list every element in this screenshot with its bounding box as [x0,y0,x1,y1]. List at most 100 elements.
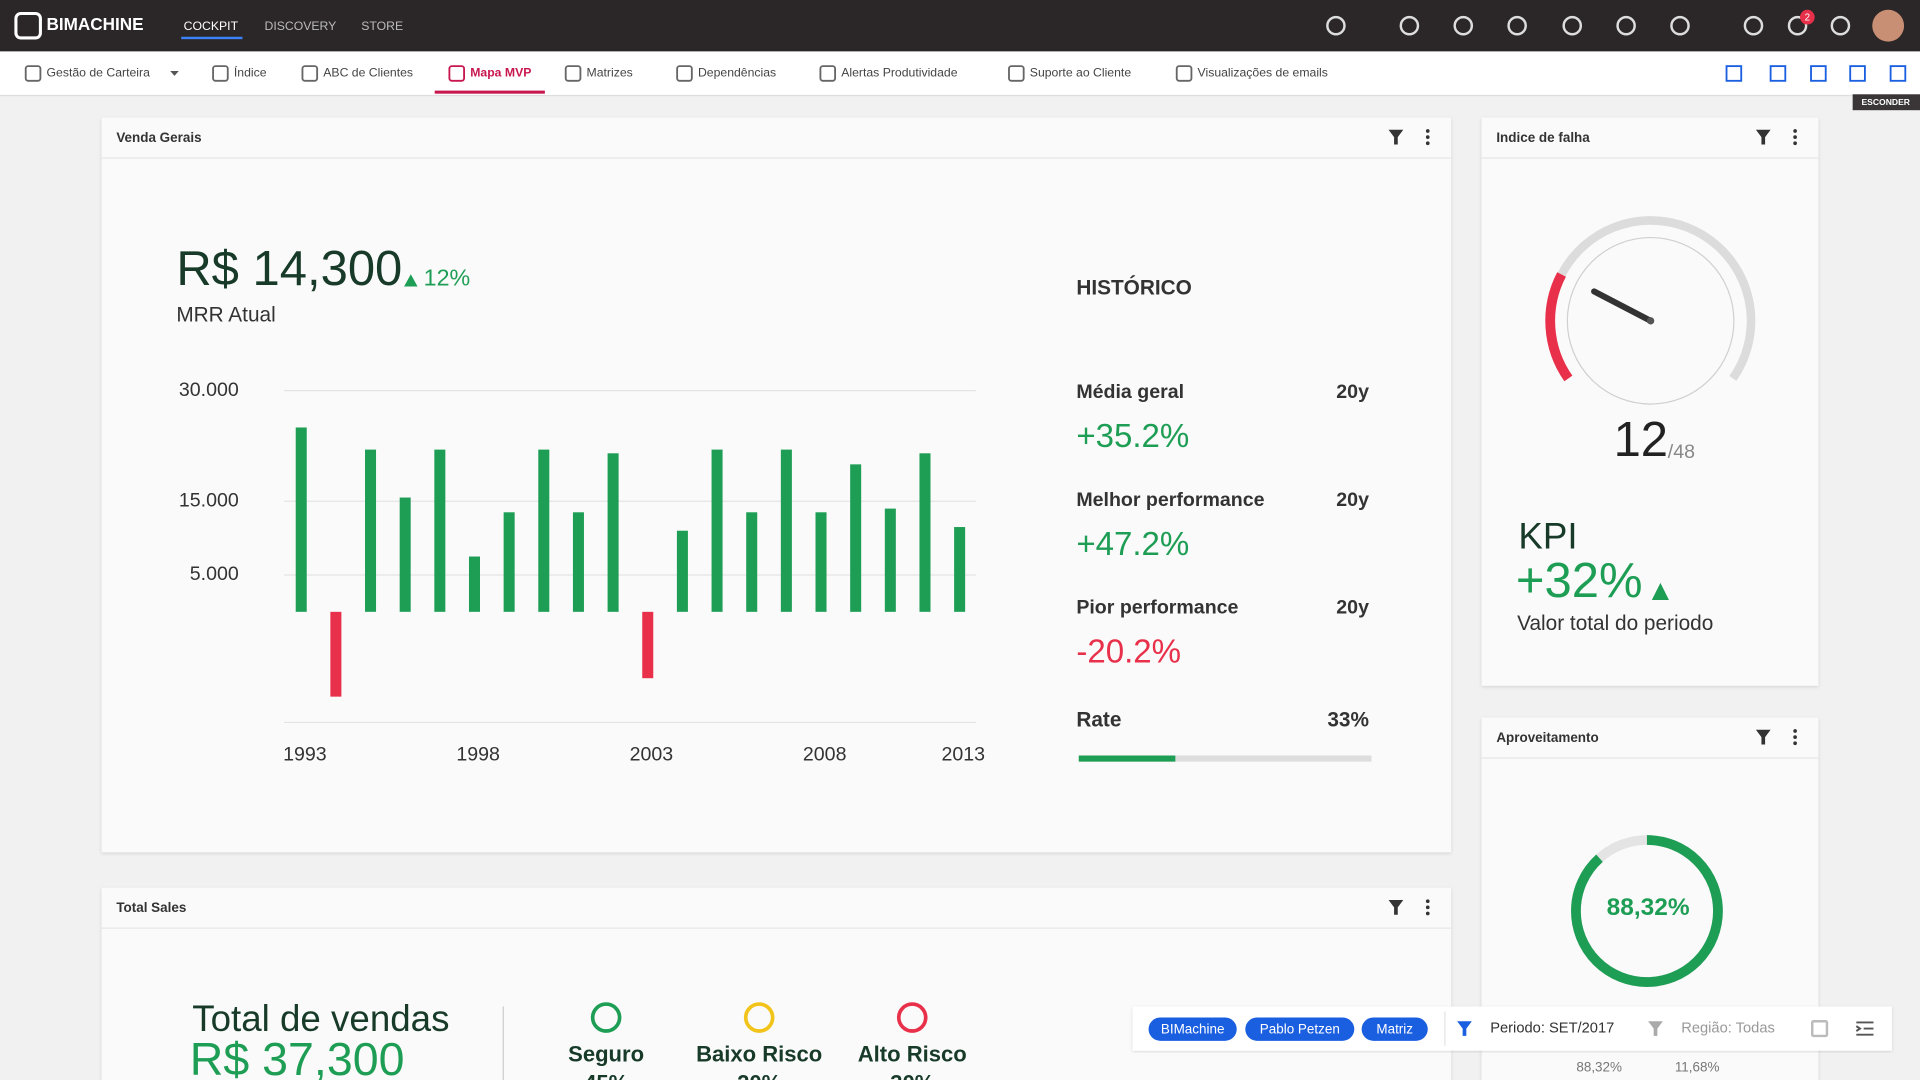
donut-arc [1571,835,1723,987]
filter-icon[interactable] [1388,900,1404,915]
tab-icon[interactable] [448,65,466,82]
menu-dot[interactable] [1425,905,1430,910]
notification-count: 2 [1805,12,1810,23]
tab[interactable]: Dependências [698,66,776,80]
bar [884,508,896,612]
tab[interactable]: Visualizações de emails [1198,66,1328,80]
filter-chip[interactable] [1148,1017,1237,1041]
hide-label[interactable]: ESCONDER [1861,97,1910,107]
toolbar-icon[interactable] [1849,65,1866,82]
tab-icon[interactable] [1008,65,1025,82]
history-period: 20y [1336,381,1369,403]
tab[interactable]: Alertas Produtividade [841,66,957,80]
filter-chip-label[interactable]: Matriz [1376,1021,1413,1036]
tab-icon[interactable] [676,65,693,82]
bar [365,449,377,612]
save-icon[interactable] [1811,1020,1829,1038]
toolbar-icon[interactable] [1830,15,1851,36]
filter-chip-label[interactable]: BIMachine [1161,1021,1225,1036]
toolbar-icon[interactable] [1810,65,1827,82]
bar [642,611,654,679]
risk-pct: 45% [584,1071,629,1080]
tab-icon[interactable] [24,65,42,82]
toolbar-icon[interactable] [1616,15,1636,36]
menu-dot[interactable] [1425,135,1430,139]
toolbar-icon[interactable] [1399,15,1420,36]
gauge-value: 12 [1614,413,1668,467]
tab-icon[interactable] [564,65,582,82]
risk-label: Alto Risco [858,1041,967,1066]
history-value: +35.2% [1076,418,1189,455]
bar [815,512,827,612]
mrr-change: 12% [424,264,471,290]
gauge-needle [1591,288,1654,324]
filter-chip-label[interactable]: Pablo Petzen [1260,1021,1340,1036]
menu-dot[interactable] [1425,141,1430,146]
donut-legend: 11,68% [1675,1059,1720,1074]
tab-icon[interactable] [212,65,229,82]
toolbar-icon[interactable] [1743,15,1764,36]
tab-icon[interactable] [1175,65,1193,82]
menu-dot[interactable] [1793,741,1797,746]
nav-item[interactable]: COCKPIT [184,19,239,33]
filter-icon[interactable] [1755,129,1771,145]
risk-pct: 20% [737,1071,782,1080]
x-tick-label: 1993 [283,744,327,766]
toolbar-icon[interactable] [1507,15,1527,36]
menu-dot[interactable] [1793,735,1797,739]
bar [711,449,723,612]
filter-icon[interactable] [1388,129,1404,145]
bar [330,611,342,697]
menu-icon[interactable] [1855,1021,1874,1036]
menu-dot[interactable] [1793,729,1797,733]
risk-icon [590,1002,622,1033]
region-filter[interactable]: Região: Todas [1681,1020,1775,1036]
rate-value: 33% [1327,709,1369,732]
toolbar-icon[interactable] [1889,65,1907,82]
menu-dot[interactable] [1425,899,1430,904]
logo-icon [14,11,42,40]
toolbar-icon[interactable] [1453,15,1474,36]
history-value: +47.2% [1076,526,1189,563]
card-title: Total Sales [116,900,186,915]
logo: BIMACHINE [47,14,144,34]
tab[interactable]: Índice [234,65,267,80]
notification-badge [1800,9,1815,25]
nav-item[interactable]: STORE [361,19,403,33]
caret [170,71,179,76]
menu-dot[interactable] [1793,129,1797,133]
menu-dot[interactable] [1425,129,1430,133]
gauge-value-arc [1545,272,1573,382]
menu-dot[interactable] [1425,911,1430,916]
tab[interactable]: Gestão de Carteira [47,66,151,80]
tab[interactable]: Suporte ao Cliente [1030,66,1132,80]
bar [399,497,411,612]
toolbar-icon[interactable] [1787,15,1808,36]
bar [746,512,758,612]
tab[interactable]: Matrizes [587,66,633,80]
tab-icon[interactable] [301,65,319,82]
up-arrow [404,274,418,287]
nav-item[interactable]: DISCOVERY [264,19,336,33]
tab[interactable]: Mapa MVP [470,66,531,80]
toolbar-icon[interactable] [1769,65,1787,82]
tab[interactable]: ABC de Clientes [323,66,413,80]
filter-chip[interactable] [1245,1017,1355,1041]
toolbar-icon[interactable] [1562,15,1583,36]
avatar[interactable] [1872,9,1905,42]
filter-icon[interactable] [1457,1021,1472,1036]
filter-chip[interactable] [1361,1017,1428,1041]
menu-dot[interactable] [1793,141,1797,146]
toolbar-icon[interactable] [1326,15,1346,36]
period-filter[interactable]: Periodo: SET/2017 [1490,1020,1614,1036]
mrr-label: MRR Atual [176,303,275,326]
toolbar-icon[interactable] [1670,15,1690,36]
filter-icon[interactable] [1648,1021,1663,1036]
hide-button[interactable] [1852,94,1920,111]
tab-icon[interactable] [819,65,837,82]
toolbar-icon[interactable] [1725,65,1743,82]
filter-icon[interactable] [1755,729,1771,745]
menu-dot[interactable] [1793,135,1797,139]
